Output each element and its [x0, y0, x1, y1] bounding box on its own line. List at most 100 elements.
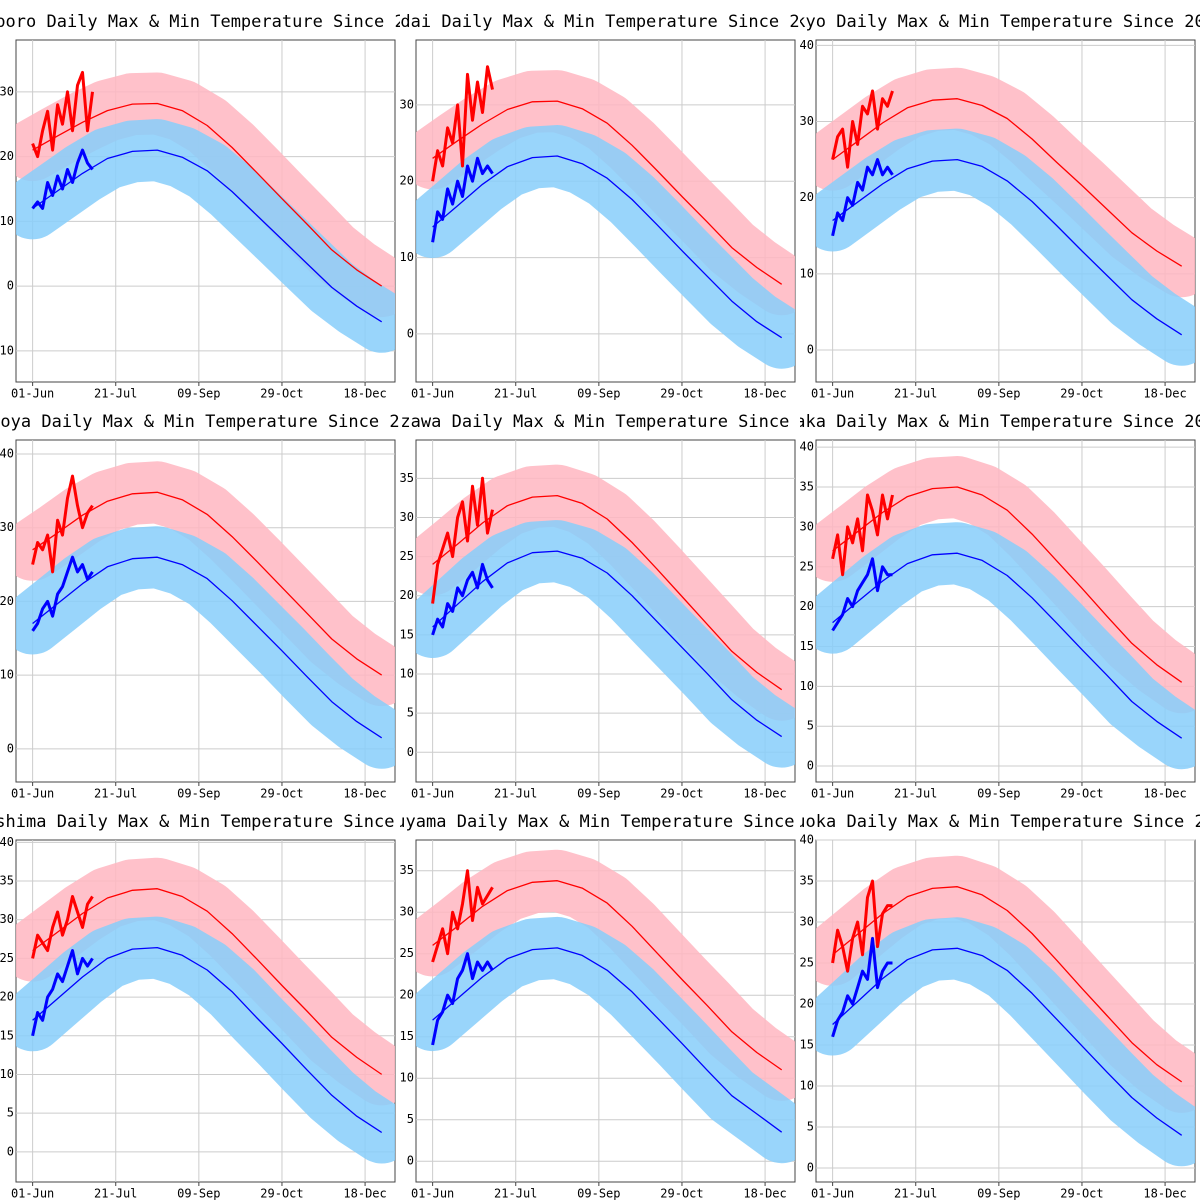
plot-area	[416, 464, 795, 768]
x-tick-label: 18-Dec	[743, 1187, 786, 1200]
plot-area	[816, 67, 1195, 366]
x-tick-label: 21-Jul	[894, 1187, 937, 1200]
x-tick-label: 01-Jun	[811, 787, 854, 801]
y-tick-label: 5	[7, 1106, 14, 1120]
y-tick-label: 20	[0, 594, 14, 608]
x-tick-label: 21-Jul	[94, 387, 137, 401]
current-year-line	[431, 156, 494, 243]
current-year-line	[831, 936, 893, 1038]
y-tick-label: 40	[0, 447, 14, 461]
x-tick-label: 21-Jul	[894, 787, 937, 801]
current-year-line	[31, 555, 94, 632]
y-tick-label: 35	[800, 874, 814, 888]
y-tick-label: 10	[400, 1071, 414, 1085]
panel: Osaka Daily Max & Min Temperature Since …	[775, 412, 1200, 801]
y-tick-label: 20	[0, 990, 14, 1004]
x-tick-label: 01-Jun	[811, 1187, 854, 1200]
y-tick-label: 40	[0, 835, 14, 849]
chart-title: Sapporo Daily Max & Min Temperature Sinc…	[0, 12, 435, 32]
plot-area	[16, 461, 395, 769]
y-tick-label: 0	[7, 741, 14, 755]
chart-title: Nagoya Daily Max & Min Temperature Since…	[0, 412, 430, 432]
chart-title: Tokyo Daily Max & Min Temperature Since …	[775, 12, 1200, 32]
y-tick-label: 30	[800, 114, 814, 128]
y-tick-label: -10	[0, 343, 14, 357]
current-year-line	[431, 869, 494, 963]
current-year-line	[31, 895, 94, 959]
current-year-line	[31, 474, 94, 574]
average-line	[832, 947, 1183, 1136]
y-tick-label: 20	[800, 997, 814, 1011]
y-tick-label: 10	[0, 1067, 14, 1081]
current-year-line	[31, 70, 94, 159]
y-tick-label: 10	[400, 250, 414, 264]
y-tick-label: 15	[800, 639, 814, 653]
y-tick-label: 10	[800, 679, 814, 693]
chart-title: Matsuyama Daily Max & Min Temperature Si…	[354, 812, 845, 832]
y-tick-label: 5	[407, 706, 414, 720]
y-tick-label: 15	[800, 1038, 814, 1052]
average-line	[832, 98, 1183, 267]
y-tick-label: 20	[800, 190, 814, 204]
y-tick-label: 0	[807, 1161, 814, 1175]
plot-area	[16, 70, 395, 353]
x-tick-label: 21-Jul	[94, 787, 137, 801]
x-tick-label: 21-Jul	[494, 1187, 537, 1200]
chart-title: Sendai Daily Max & Min Temperature Since…	[370, 12, 831, 32]
x-tick-label: 29-Oct	[1060, 387, 1103, 401]
y-tick-label: 10	[0, 214, 14, 228]
x-tick-label: 29-Oct	[260, 787, 303, 801]
chart-title: Hiroshima Daily Max & Min Temperature Si…	[0, 812, 446, 832]
x-tick-label: 18-Dec	[1143, 1187, 1186, 1200]
x-tick-label: 21-Jul	[894, 387, 937, 401]
x-tick-label: 29-Oct	[660, 787, 703, 801]
y-tick-label: 25	[800, 559, 814, 573]
y-tick-label: 0	[7, 279, 14, 293]
x-tick-label: 18-Dec	[1143, 387, 1186, 401]
y-tick-label: 0	[807, 759, 814, 773]
x-tick-label: 18-Dec	[343, 787, 386, 801]
current-year-line	[431, 952, 494, 1046]
x-tick-label: 01-Jun	[11, 1187, 54, 1200]
average-line	[32, 102, 383, 287]
y-tick-label: 15	[0, 1028, 14, 1042]
x-tick-label: 09-Sep	[177, 387, 220, 401]
y-tick-label: 35	[400, 471, 414, 485]
y-tick-label: 15	[400, 627, 414, 641]
average-line	[432, 550, 783, 738]
average-line	[832, 158, 1183, 336]
average-line	[32, 556, 383, 739]
x-tick-label: 01-Jun	[811, 387, 854, 401]
y-tick-label: 35	[800, 480, 814, 494]
y-tick-label: 10	[0, 668, 14, 682]
plot-area	[416, 65, 795, 369]
current-year-line	[31, 148, 94, 210]
y-tick-label: 40	[800, 38, 814, 52]
x-tick-label: 09-Sep	[577, 387, 620, 401]
x-tick-label: 01-Jun	[411, 387, 454, 401]
y-tick-label: 0	[407, 1154, 414, 1168]
current-year-line	[831, 879, 893, 973]
plot-area	[16, 857, 395, 1164]
x-tick-label: 29-Oct	[1060, 787, 1103, 801]
x-tick-label: 21-Jul	[94, 1187, 137, 1200]
y-tick-label: 30	[400, 97, 414, 111]
current-year-line	[431, 65, 494, 182]
average-line	[432, 947, 783, 1133]
y-tick-label: 30	[0, 912, 14, 926]
chart-title: Osaka Daily Max & Min Temperature Since …	[775, 412, 1200, 432]
y-tick-label: 35	[400, 863, 414, 877]
x-tick-label: 09-Sep	[577, 787, 620, 801]
y-tick-label: 30	[800, 519, 814, 533]
current-year-line	[831, 557, 893, 632]
x-tick-label: 01-Jun	[411, 787, 454, 801]
y-tick-label: 10	[400, 667, 414, 681]
y-tick-label: 20	[0, 149, 14, 163]
x-tick-label: 21-Jul	[494, 387, 537, 401]
plot-area	[816, 855, 1195, 1167]
plot-area	[816, 456, 1195, 770]
y-tick-label: 40	[800, 833, 814, 847]
average-line	[32, 888, 383, 1075]
y-tick-label: 0	[7, 1144, 14, 1158]
